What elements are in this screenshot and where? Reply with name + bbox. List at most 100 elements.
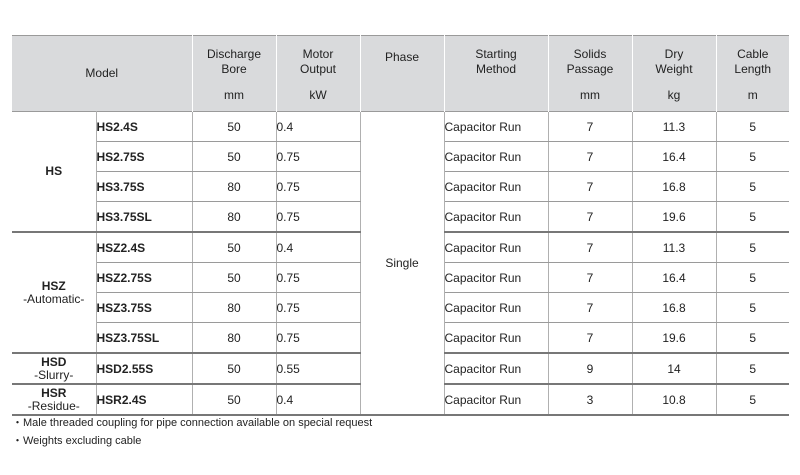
header-discharge-bore: Discharge Bore bbox=[192, 35, 277, 88]
table-row: HSZ3.75SL 80 0.75 Capacitor Run 7 19.6 5 bbox=[12, 322, 789, 354]
bore-cell: 80 bbox=[192, 171, 277, 202]
bore-cell: 50 bbox=[192, 111, 277, 142]
table-row: HS HS2.4S 50 0.4 Single Capacitor Run 7 11.3 5 bbox=[12, 111, 789, 416]
table-row: HSD -Slurry- HSD2.55S 50 0.55 Capacitor Run 9 1… bbox=[12, 353, 789, 385]
group-name: HSR bbox=[41, 385, 67, 400]
dry-weight-cell: 16.8 bbox=[632, 171, 717, 202]
model-cell: HSZ2.75S bbox=[96, 262, 193, 293]
table-row: HS3.75S 80 0.75 Capacitor Run 7 16.8 5 bbox=[12, 171, 789, 202]
solids-passage-cell: 7 bbox=[548, 232, 633, 263]
starting-method-cell: Capacitor Run bbox=[444, 141, 549, 172]
group-label: HS bbox=[12, 111, 97, 233]
cable-length-cell: 5 bbox=[716, 232, 789, 263]
output-cell: 0.75 bbox=[276, 262, 361, 293]
group-label: HSZ -Automatic- bbox=[12, 232, 97, 354]
footnotes: ・Male threaded coupling for pipe connect… bbox=[12, 414, 372, 450]
cable-length-cell: 5 bbox=[716, 141, 789, 172]
starting-method-cell: Capacitor Run bbox=[444, 111, 549, 142]
output-cell: 0.55 bbox=[276, 353, 361, 385]
solids-passage-cell: 7 bbox=[548, 292, 633, 323]
group-subtitle: -Automatic- bbox=[23, 291, 85, 306]
spec-table: Model Discharge Bore Motor Output Phase … bbox=[12, 35, 789, 416]
unit-discharge-bore: mm bbox=[192, 88, 277, 112]
bore-cell: 80 bbox=[192, 201, 277, 233]
group-subtitle: -Slurry- bbox=[34, 367, 74, 382]
model-cell: HS2.75S bbox=[96, 141, 193, 172]
cable-length-cell: 5 bbox=[716, 322, 789, 354]
bore-cell: 50 bbox=[192, 353, 277, 385]
header-cable-length: Cable Length bbox=[716, 35, 789, 88]
output-cell: 0.75 bbox=[276, 201, 361, 233]
dry-weight-cell: 10.8 bbox=[632, 384, 717, 416]
output-cell: 0.75 bbox=[276, 141, 361, 172]
header-starting-method: Starting Method bbox=[444, 35, 549, 88]
bore-cell: 80 bbox=[192, 292, 277, 323]
unit-solids-passage: mm bbox=[548, 88, 633, 112]
model-cell: HSZ3.75SL bbox=[96, 322, 193, 354]
dry-weight-cell: 19.6 bbox=[632, 201, 717, 233]
cable-length-cell: 5 bbox=[716, 292, 789, 323]
starting-method-cell: Capacitor Run bbox=[444, 262, 549, 293]
footnote: ・Male threaded coupling for pipe connect… bbox=[12, 417, 373, 429]
solids-passage-cell: 9 bbox=[548, 353, 633, 385]
dry-weight-cell: 11.3 bbox=[632, 111, 717, 142]
model-cell: HSZ3.75S bbox=[96, 292, 193, 323]
starting-method-cell: Capacitor Run bbox=[444, 384, 549, 416]
phase-cell: Single bbox=[360, 111, 445, 416]
table-header: Model Discharge Bore Motor Output Phase … bbox=[12, 35, 789, 112]
starting-method-cell: Capacitor Run bbox=[444, 353, 549, 385]
starting-method-cell: Capacitor Run bbox=[444, 292, 549, 323]
table-row: HS3.75SL 80 0.75 Capacitor Run 7 19.6 5 bbox=[12, 201, 789, 233]
solids-passage-cell: 7 bbox=[548, 322, 633, 354]
output-cell: 0.4 bbox=[276, 384, 361, 416]
cable-length-cell: 5 bbox=[716, 384, 789, 416]
bore-cell: 50 bbox=[192, 141, 277, 172]
model-cell: HS3.75S bbox=[96, 171, 193, 202]
model-cell: HS3.75SL bbox=[96, 201, 193, 233]
header-phase: Phase bbox=[360, 35, 445, 112]
cable-length-cell: 5 bbox=[716, 262, 789, 293]
bore-cell: 50 bbox=[192, 232, 277, 263]
dry-weight-cell: 11.3 bbox=[632, 232, 717, 263]
output-cell: 0.75 bbox=[276, 171, 361, 202]
bore-cell: 50 bbox=[192, 384, 277, 416]
bore-cell: 80 bbox=[192, 322, 277, 354]
table-row: HSZ3.75S 80 0.75 Capacitor Run 7 16.8 5 bbox=[12, 292, 789, 323]
solids-passage-cell: 7 bbox=[548, 201, 633, 233]
output-cell: 0.75 bbox=[276, 322, 361, 354]
model-cell: HSZ2.4S bbox=[96, 232, 193, 263]
output-cell: 0.4 bbox=[276, 232, 361, 263]
dry-weight-cell: 16.4 bbox=[632, 262, 717, 293]
starting-method-cell: Capacitor Run bbox=[444, 171, 549, 202]
group-label: HSD -Slurry- bbox=[12, 353, 97, 385]
table-row: HS2.75S 50 0.75 Capacitor Run 7 16.4 5 bbox=[12, 141, 789, 172]
model-cell: HSD2.55S bbox=[96, 353, 193, 385]
footnote: ・Weights excluding cable bbox=[12, 435, 142, 447]
output-cell: 0.75 bbox=[276, 292, 361, 323]
solids-passage-cell: 7 bbox=[548, 111, 633, 142]
output-cell: 0.4 bbox=[276, 111, 361, 142]
table-row: HSZ2.75S 50 0.75 Capacitor Run 7 16.4 5 bbox=[12, 262, 789, 293]
cable-length-cell: 5 bbox=[716, 201, 789, 233]
header-motor-output: Motor Output bbox=[276, 35, 361, 88]
header-dry-weight: Dry Weight bbox=[632, 35, 717, 88]
dry-weight-cell: 16.8 bbox=[632, 292, 717, 323]
solids-passage-cell: 7 bbox=[548, 171, 633, 202]
solids-passage-cell: 7 bbox=[548, 262, 633, 293]
unit-starting-method bbox=[444, 88, 549, 112]
dry-weight-cell: 16.4 bbox=[632, 141, 717, 172]
group-name: HSD bbox=[41, 354, 67, 369]
header-solids-passage: Solids Passage bbox=[548, 35, 633, 88]
cable-length-cell: 5 bbox=[716, 111, 789, 142]
group-label: HSR -Residue- bbox=[12, 384, 97, 416]
dry-weight-cell: 19.6 bbox=[632, 322, 717, 354]
starting-method-cell: Capacitor Run bbox=[444, 232, 549, 263]
cable-length-cell: 5 bbox=[716, 353, 789, 385]
dry-weight-cell: 14 bbox=[632, 353, 717, 385]
group-name: HS bbox=[45, 164, 63, 178]
group-subtitle: -Residue- bbox=[27, 398, 80, 413]
starting-method-cell: Capacitor Run bbox=[444, 322, 549, 354]
model-cell: HS2.4S bbox=[96, 111, 193, 142]
group-name: HSZ bbox=[41, 278, 66, 293]
unit-dry-weight: kg bbox=[632, 88, 717, 112]
